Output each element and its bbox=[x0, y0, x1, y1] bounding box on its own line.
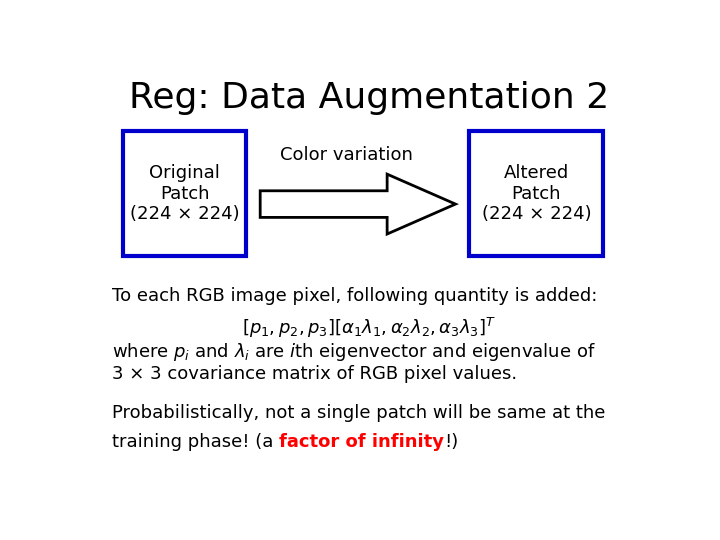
Text: To each RGB image pixel, following quantity is added:: To each RGB image pixel, following quant… bbox=[112, 287, 598, 305]
Text: $[p_1, p_2, p_3][\alpha_1\lambda_1, \alpha_2\lambda_2, \alpha_3\lambda_3]^T$: $[p_1, p_2, p_3][\alpha_1\lambda_1, \alp… bbox=[242, 316, 496, 340]
Text: Color variation: Color variation bbox=[280, 146, 413, 164]
Text: !): !) bbox=[444, 433, 459, 451]
Text: Altered
Patch
(224 × 224): Altered Patch (224 × 224) bbox=[482, 164, 591, 224]
Bar bbox=[124, 131, 246, 256]
Polygon shape bbox=[260, 174, 456, 234]
Text: where $p_i$ and $\lambda_i$ are $i$th eigenvector and eigenvalue of: where $p_i$ and $\lambda_i$ are $i$th ei… bbox=[112, 341, 596, 363]
Text: Reg: Data Augmentation 2: Reg: Data Augmentation 2 bbox=[129, 82, 609, 116]
Text: Original
Patch
(224 × 224): Original Patch (224 × 224) bbox=[130, 164, 240, 224]
Text: factor of infinity: factor of infinity bbox=[279, 433, 444, 451]
Bar bbox=[469, 131, 603, 256]
Text: 3 × 3 covariance matrix of RGB pixel values.: 3 × 3 covariance matrix of RGB pixel val… bbox=[112, 365, 518, 383]
Text: Probabilistically, not a single patch will be same at the: Probabilistically, not a single patch wi… bbox=[112, 404, 606, 422]
Text: training phase! (a: training phase! (a bbox=[112, 433, 279, 451]
